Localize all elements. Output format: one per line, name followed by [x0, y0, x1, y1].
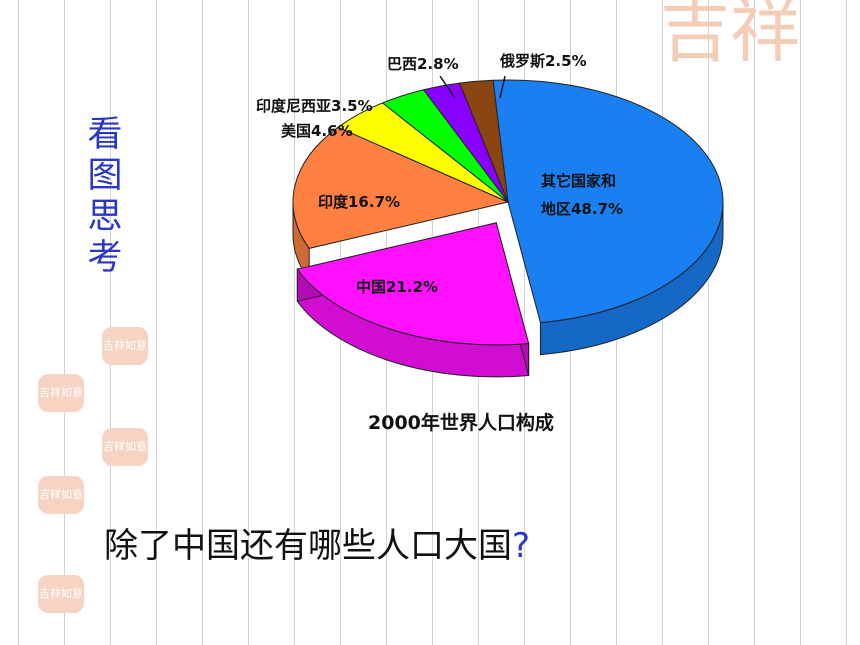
- decorative-seal: 吉祥如意: [102, 428, 148, 466]
- slice-label-indonesia: 印度尼西亚3.5%: [256, 97, 373, 115]
- question-text: 除了中国还有哪些人口大国?: [104, 518, 530, 567]
- slice-label-other: 地区48.7%: [541, 200, 623, 218]
- slice-label-india: 印度16.7%: [318, 193, 400, 211]
- slice-label-brazil: 巴西2.8%: [387, 55, 459, 73]
- slice-label-russia: 俄罗斯2.5%: [499, 52, 587, 70]
- pie-slice-other: [492, 79, 724, 324]
- side-title: 看 图 思 考: [80, 115, 130, 279]
- side-title-char: 思: [87, 197, 123, 237]
- side-title-char: 图: [87, 156, 123, 196]
- leader-line-russia: [499, 75, 506, 99]
- decorative-seal: 吉祥如意: [38, 575, 84, 613]
- slice-label-china: 中国21.2%: [356, 278, 438, 296]
- side-title-char: 看: [87, 115, 123, 155]
- question-mark: ?: [512, 526, 531, 566]
- slice-label-usa: 美国4.6%: [281, 122, 353, 140]
- pie-slice-india: [292, 126, 510, 249]
- decorative-seal: 吉祥如意: [38, 476, 84, 514]
- slice-label-other: 其它国家和: [541, 172, 616, 190]
- decorative-calligraphy: 吉祥: [660, 0, 800, 72]
- decorative-seal: 吉祥如意: [102, 327, 148, 365]
- decorative-seal: 吉祥如意: [38, 374, 84, 412]
- pie-slice-china: [296, 222, 530, 346]
- leader-line-brazil: [439, 75, 456, 99]
- question-body: 除了中国还有哪些人口大国: [104, 526, 512, 566]
- chart-title: 2000年世界人口构成: [368, 411, 554, 434]
- side-title-char: 考: [87, 238, 123, 278]
- pie-slice-russia: [458, 79, 509, 203]
